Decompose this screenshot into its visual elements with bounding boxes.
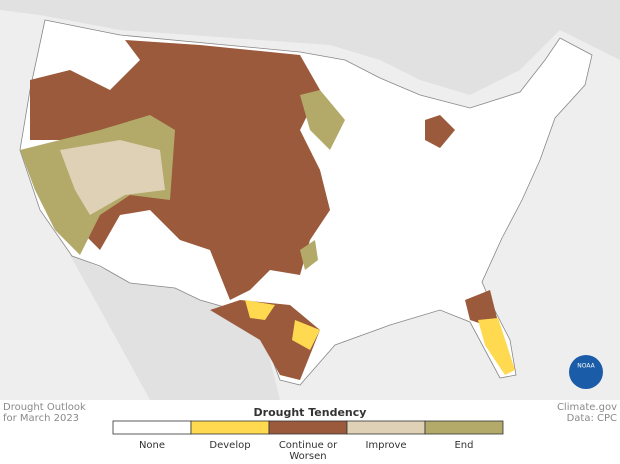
title-line: for March 2023: [3, 413, 79, 424]
legend-label: Continue or: [279, 440, 338, 451]
legend-swatch: [190, 420, 270, 435]
logo-text: NOAA: [577, 363, 595, 370]
noaa-logo: [569, 355, 603, 389]
legend-label: Worsen: [289, 451, 326, 462]
title-line: Drought Outlook: [3, 402, 86, 413]
legend-title: Drought Tendency: [254, 406, 367, 419]
mexico: [70, 255, 280, 400]
canada: [0, 0, 620, 95]
legend-swatch: [112, 420, 192, 435]
develop-areas: [245, 300, 515, 375]
legend-label: None: [139, 440, 165, 451]
improve-area: [60, 140, 165, 215]
credit-line: Climate.gov: [557, 402, 617, 413]
legend-label: Develop: [209, 440, 250, 451]
legend-label: End: [454, 440, 473, 451]
legend-swatch: [346, 420, 426, 435]
legend-label: Improve: [365, 440, 406, 451]
credit-line: Data: CPC: [567, 413, 617, 424]
continue-areas: [30, 40, 500, 380]
legend-swatch: [268, 420, 348, 435]
legend-swatch: [424, 420, 504, 435]
